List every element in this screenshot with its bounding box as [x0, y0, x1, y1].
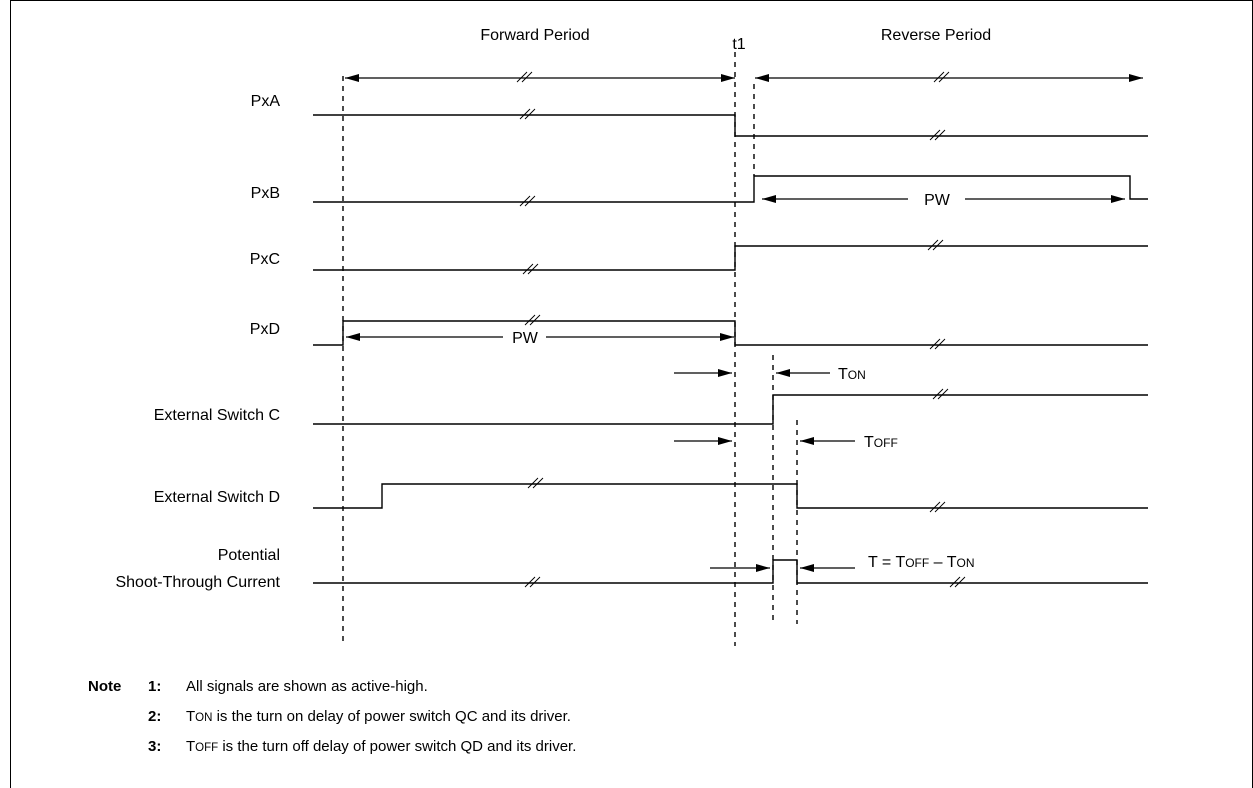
forward-period-label: Forward Period: [480, 27, 589, 44]
external-switch-d-waveform: [313, 483, 1148, 509]
break-mark: [949, 576, 966, 588]
toff-label: TOFF: [864, 434, 898, 451]
pxb-waveform: [313, 175, 1148, 203]
pxc-label: PxC: [250, 251, 280, 268]
break-mark: [929, 338, 946, 350]
break-mark: [929, 129, 946, 141]
break-mark: [929, 501, 946, 513]
pxc-waveform: [313, 245, 1148, 271]
pxa-waveform: [313, 114, 1148, 137]
note-number: 3:: [148, 738, 162, 755]
external-switch-c-label: External Switch C: [154, 407, 280, 424]
break-mark: [524, 314, 541, 326]
note-text: TOFF is the turn off delay of power swit…: [186, 738, 577, 755]
break-mark: [519, 195, 536, 207]
pxd-label: PxD: [250, 321, 280, 338]
external-switch-c-waveform: [313, 394, 1148, 425]
pxa-label: PxA: [251, 93, 281, 110]
t-equation-label: T = TOFF – TON: [868, 554, 975, 571]
t1-label: t1: [732, 36, 745, 53]
break-mark: [527, 477, 544, 489]
note-number: 2:: [148, 708, 162, 725]
pxd-waveform: [313, 320, 1148, 346]
break-mark: [933, 71, 950, 83]
note-lead: Note: [88, 678, 122, 695]
shoot-through-label-line2: Shoot-Through Current: [115, 574, 280, 591]
break-mark: [524, 576, 541, 588]
external-switch-d-label: External Switch D: [154, 489, 280, 506]
pxb-label: PxB: [251, 185, 280, 202]
ton-label: TON: [838, 366, 866, 383]
reverse-period-label: Reverse Period: [881, 27, 991, 44]
note-text: All signals are shown as active-high.: [186, 678, 428, 695]
pxb-pw-label: PW: [924, 192, 951, 209]
break-mark: [516, 71, 533, 83]
timing-diagram: Forward Period Reverse Period t1 PxA PxB…: [115, 27, 1148, 646]
shoot-through-waveform: [313, 559, 1148, 584]
pxd-pw-label: PW: [512, 330, 539, 347]
break-mark: [927, 239, 944, 251]
break-mark: [519, 108, 536, 120]
note-text: TON is the turn on delay of power switch…: [186, 708, 571, 725]
shoot-through-label-line1: Potential: [218, 547, 280, 564]
break-mark: [932, 388, 949, 400]
note-number: 1:: [148, 678, 162, 695]
break-mark: [522, 263, 539, 275]
